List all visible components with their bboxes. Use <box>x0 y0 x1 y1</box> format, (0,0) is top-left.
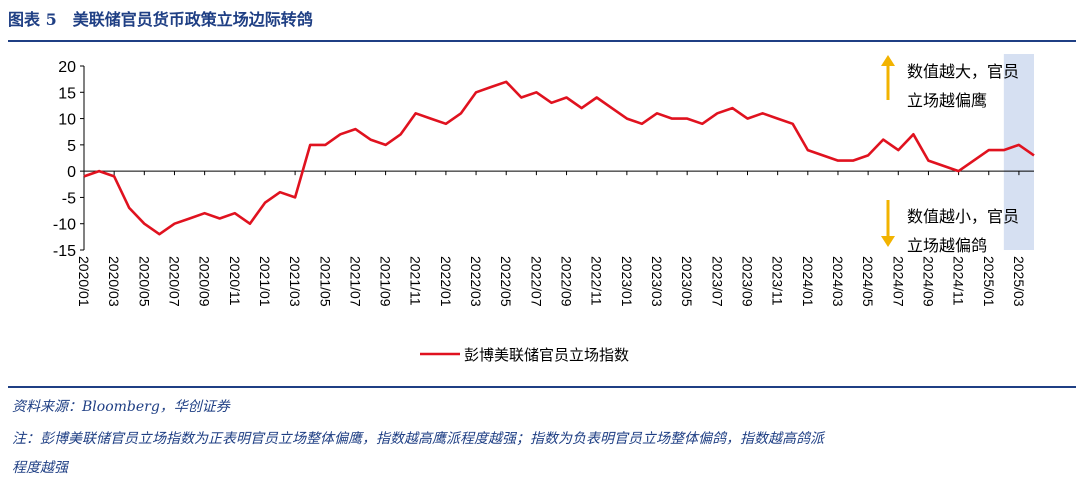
x-tick-label: 2023/05 <box>679 256 695 307</box>
x-tick-label: 2022/09 <box>559 256 575 307</box>
dove-annotation-line1: 数值越小，官员 <box>907 208 1019 226</box>
x-tick-label: 2021/09 <box>378 256 394 307</box>
x-tick-label: 2023/07 <box>709 256 725 307</box>
note-line-2: 程度越强 <box>12 460 68 476</box>
y-tick-label: 10 <box>58 112 76 129</box>
footer-rule <box>8 386 1076 388</box>
x-tick-label: 2022/11 <box>589 256 605 306</box>
x-tick-label: 2021/03 <box>287 256 303 307</box>
x-tick-label: 2022/05 <box>498 256 514 307</box>
hawk-annotation-line2: 立场越偏鹰 <box>907 92 987 110</box>
stance-index-series-line <box>83 80 1035 236</box>
title-rule <box>8 40 1076 42</box>
y-tick-label: -10 <box>53 217 76 234</box>
y-tick-label: 15 <box>58 85 76 102</box>
x-tick-label: 2024/01 <box>800 256 816 307</box>
x-tick-label: 2020/09 <box>197 256 213 307</box>
x-tick-label: 2024/11 <box>951 256 967 306</box>
x-tick-label: 2020/11 <box>227 256 243 306</box>
y-tick-label: 20 <box>58 59 76 76</box>
hawk-annotation: 数值越大，官员 立场越偏鹰 <box>881 55 1019 110</box>
y-tick-label: 0 <box>67 164 76 181</box>
x-tick-label: 2024/09 <box>920 256 936 307</box>
x-tick-label: 2024/05 <box>860 256 876 307</box>
down-arrow-head-icon <box>881 236 895 247</box>
y-tick-label: -5 <box>62 190 76 207</box>
x-tick-label: 2023/01 <box>619 256 635 307</box>
x-tick-label: 2021/01 <box>257 256 273 307</box>
x-axis-ticks: 2020/01 2020/03 2020/05 2020/07 2020/09 2020/… <box>76 171 1027 307</box>
x-tick-label: 2023/03 <box>649 256 665 307</box>
x-tick-label: 2020/01 <box>76 256 92 307</box>
legend-label: 彭博美联储官员立场指数 <box>464 347 629 364</box>
x-tick-label: 2022/01 <box>438 256 454 307</box>
dove-annotation: 数值越小，官员 立场越偏鸽 <box>881 200 1019 255</box>
source-text: 资料来源：Bloomberg，华创证券 <box>12 399 230 415</box>
hawk-annotation-line1: 数值越大，官员 <box>907 63 1019 81</box>
x-tick-label: 2020/05 <box>136 256 152 307</box>
x-tick-label: 2022/03 <box>468 256 484 307</box>
x-tick-label: 2021/05 <box>317 256 333 307</box>
up-arrow-head-icon <box>881 55 895 66</box>
y-axis-ticks: 20 15 10 5 0 -5 -10 -15 <box>53 59 84 260</box>
x-tick-label: 2020/03 <box>106 256 122 307</box>
x-tick-label: 2020/07 <box>166 256 182 307</box>
legend: 彭博美联储官员立场指数 <box>420 347 629 364</box>
note-line-1: 注：彭博美联储官员立场指数为正表明官员立场整体偏鹰，指数越高鹰派程度越强；指数为… <box>12 431 824 447</box>
figure-title: 图表 5 美联储官员货币政策立场边际转鸽 <box>8 10 313 29</box>
x-tick-label: 2024/07 <box>890 256 906 307</box>
x-tick-label: 2023/09 <box>739 256 755 307</box>
x-tick-label: 2025/01 <box>981 256 997 307</box>
x-tick-label: 2024/03 <box>830 256 846 307</box>
x-tick-label: 2023/11 <box>770 256 786 306</box>
x-tick-label: 2022/07 <box>528 256 544 307</box>
y-tick-label: 5 <box>67 138 76 155</box>
x-tick-label: 2021/11 <box>408 256 424 306</box>
y-tick-label: -15 <box>53 243 76 260</box>
x-tick-label: 2025/03 <box>1011 256 1027 307</box>
x-tick-label: 2021/07 <box>347 256 363 307</box>
dove-annotation-line2: 立场越偏鸽 <box>907 237 987 255</box>
